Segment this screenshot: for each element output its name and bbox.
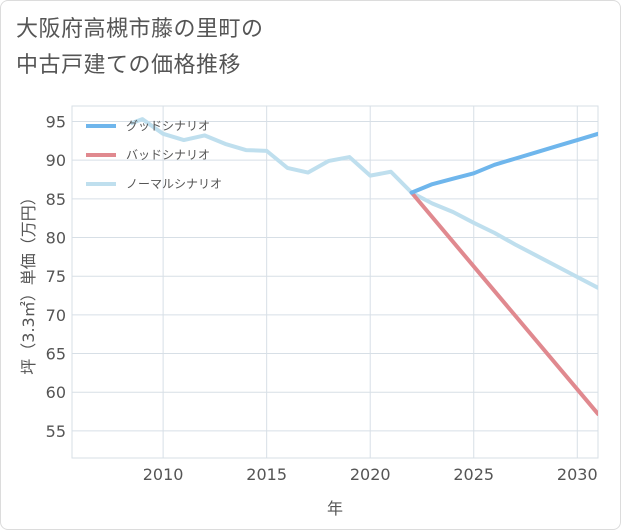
title-line-1: 大阪府高槻市藤の里町の — [16, 17, 264, 42]
x-tick-label: 2010 — [143, 465, 184, 484]
y-axis-title: 坪（3.3㎡）単価（万円） — [19, 189, 38, 374]
series-line-2 — [130, 117, 598, 290]
y-tick-label: 95 — [46, 112, 66, 131]
y-tick-label: 80 — [46, 229, 66, 248]
series-line-0 — [409, 131, 598, 195]
series-line-1 — [409, 190, 598, 416]
y-tick-label: 60 — [46, 383, 66, 402]
legend-label: バッドシナリオ — [126, 148, 210, 162]
y-tick-label: 70 — [46, 306, 66, 325]
y-tick-label: 85 — [46, 190, 66, 209]
y-tick-label: 75 — [46, 267, 66, 286]
x-tick-label: 2015 — [246, 465, 287, 484]
x-tick-label: 2025 — [453, 465, 494, 484]
title-line-2: 中古戸建ての価格推移 — [16, 53, 242, 78]
legend-label: グッドシナリオ — [126, 119, 210, 133]
plot-frame — [71, 105, 599, 459]
y-tick-label: 90 — [46, 151, 66, 170]
chart-title: 大阪府高槻市藤の里町の 中古戸建ての価格推移 — [16, 12, 264, 84]
y-tick-label: 65 — [46, 345, 66, 364]
x-tick-label: 2020 — [350, 465, 391, 484]
x-axis-title: 年 — [327, 499, 343, 518]
y-tick-label: 55 — [46, 422, 66, 441]
x-tick-label: 2030 — [557, 465, 598, 484]
legend-label: ノーマルシナリオ — [126, 177, 222, 191]
